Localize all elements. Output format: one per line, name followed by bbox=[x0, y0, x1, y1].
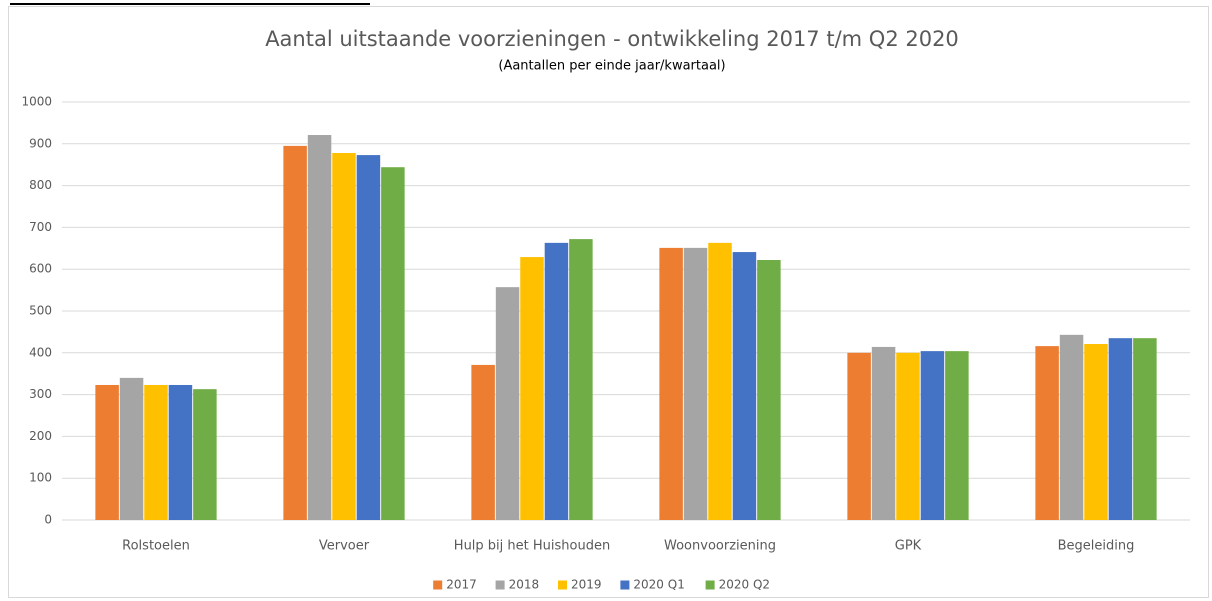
bar bbox=[1035, 346, 1059, 520]
legend-label: 2018 bbox=[509, 578, 540, 592]
bar bbox=[569, 239, 593, 520]
x-tick-label: Vervoer bbox=[319, 539, 370, 554]
bar bbox=[144, 384, 168, 520]
legend-swatch bbox=[705, 580, 715, 590]
bar bbox=[381, 167, 405, 520]
bar bbox=[896, 352, 920, 520]
bar bbox=[920, 351, 945, 520]
bar bbox=[708, 242, 732, 520]
y-tick-label: 0 bbox=[44, 513, 52, 527]
bar bbox=[356, 155, 381, 520]
bar bbox=[1059, 334, 1084, 520]
bar bbox=[757, 260, 781, 520]
y-tick-label: 200 bbox=[29, 429, 52, 443]
y-tick-label: 700 bbox=[29, 220, 52, 234]
bar bbox=[520, 257, 544, 520]
y-tick-label: 400 bbox=[29, 345, 52, 359]
y-tick-label: 300 bbox=[29, 387, 52, 401]
legend-swatch bbox=[495, 580, 505, 590]
bar bbox=[1108, 338, 1133, 520]
bar bbox=[307, 135, 332, 520]
bar bbox=[871, 346, 896, 520]
bar bbox=[119, 377, 144, 520]
x-tick-label: Rolstoelen bbox=[122, 539, 190, 554]
bar bbox=[332, 152, 356, 520]
bar bbox=[471, 364, 495, 520]
bar bbox=[1084, 344, 1108, 520]
legend-swatch bbox=[620, 580, 630, 590]
legend-swatch bbox=[558, 580, 567, 590]
x-tick-label: Hulp bij het Huishouden bbox=[454, 539, 610, 554]
legend: 2017 2018 2019 2020 Q1 2020 Q2 bbox=[433, 578, 770, 592]
x-tick-label: GPK bbox=[895, 539, 922, 554]
bar bbox=[659, 247, 683, 520]
y-tick-label: 1000 bbox=[21, 95, 52, 109]
legend-label: 2019 bbox=[571, 578, 602, 592]
bar bbox=[193, 389, 217, 520]
legend-label: 2017 bbox=[446, 578, 477, 592]
legend-label: 2020 Q1 bbox=[633, 578, 684, 592]
x-tick-label: Begeleiding bbox=[1058, 539, 1135, 554]
bar bbox=[544, 242, 569, 520]
y-tick-label: 600 bbox=[29, 262, 52, 276]
bar bbox=[945, 351, 969, 520]
y-tick-label: 500 bbox=[29, 304, 52, 318]
y-tick-label: 900 bbox=[29, 136, 52, 150]
y-tick-label: 800 bbox=[29, 178, 52, 192]
legend-label: 2020 Q2 bbox=[719, 578, 770, 592]
chart-title: Aantal uitstaande voorzieningen - ontwik… bbox=[265, 27, 959, 51]
bar bbox=[495, 287, 520, 520]
bar bbox=[1133, 338, 1157, 520]
legend-swatch bbox=[433, 580, 443, 590]
y-tick-label: 100 bbox=[29, 471, 52, 485]
bar bbox=[283, 145, 307, 520]
bar bbox=[168, 384, 193, 520]
chart-subtitle: (Aantallen per einde jaar/kwartaal) bbox=[498, 59, 725, 74]
x-tick-label: Woonvoorziening bbox=[664, 539, 776, 554]
bar bbox=[732, 252, 757, 520]
bar bbox=[683, 247, 708, 520]
bar bbox=[95, 384, 119, 520]
plot: 0 100 200 300 400 500 600 700 800 900 1000 Rolstoel… bbox=[21, 95, 1190, 554]
bar bbox=[847, 352, 871, 520]
